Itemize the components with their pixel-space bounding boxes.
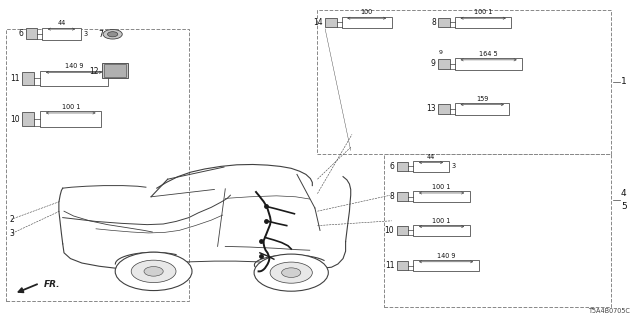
- Circle shape: [103, 29, 122, 39]
- Text: 100 1: 100 1: [474, 9, 492, 15]
- Text: 9: 9: [431, 60, 436, 68]
- Circle shape: [270, 262, 312, 283]
- Bar: [455, 58, 522, 70]
- Text: 13: 13: [426, 104, 436, 113]
- Text: 8: 8: [431, 18, 436, 27]
- Bar: [438, 18, 450, 27]
- Text: 5: 5: [621, 202, 627, 211]
- Text: 11: 11: [10, 74, 20, 83]
- Circle shape: [254, 254, 328, 291]
- Text: 44: 44: [58, 20, 65, 26]
- Bar: [22, 72, 34, 85]
- Text: 2: 2: [9, 215, 14, 224]
- Text: 3: 3: [84, 31, 88, 36]
- Text: 140 9: 140 9: [437, 253, 455, 259]
- Bar: [397, 226, 408, 235]
- Bar: [325, 18, 337, 27]
- Bar: [40, 71, 108, 86]
- Text: 6: 6: [389, 162, 394, 171]
- Text: 9: 9: [439, 50, 443, 55]
- Text: 140 9: 140 9: [65, 63, 83, 69]
- Text: FR.: FR.: [44, 280, 60, 289]
- Text: 10: 10: [10, 115, 20, 124]
- Circle shape: [108, 32, 118, 37]
- Text: 10: 10: [385, 226, 394, 235]
- Bar: [413, 191, 470, 202]
- Text: 3: 3: [452, 164, 456, 169]
- Circle shape: [144, 267, 163, 276]
- Text: 14: 14: [313, 18, 323, 27]
- Text: 100 1: 100 1: [61, 104, 80, 110]
- Bar: [42, 28, 81, 40]
- Bar: [26, 28, 37, 39]
- Text: 8: 8: [390, 192, 394, 201]
- Text: 159: 159: [476, 96, 488, 102]
- Bar: [6, 29, 189, 301]
- Text: 100 1: 100 1: [433, 218, 451, 224]
- Bar: [397, 192, 408, 201]
- Text: 44: 44: [427, 154, 435, 160]
- Text: 1: 1: [621, 77, 627, 86]
- Text: T5A4B0705C: T5A4B0705C: [589, 308, 630, 314]
- Bar: [455, 17, 511, 28]
- Bar: [438, 59, 450, 69]
- Bar: [397, 261, 408, 270]
- Bar: [102, 63, 128, 78]
- Bar: [413, 260, 479, 271]
- Text: 4: 4: [621, 189, 627, 198]
- Circle shape: [131, 260, 176, 283]
- Bar: [455, 103, 509, 115]
- Text: 11: 11: [385, 261, 394, 270]
- Bar: [104, 64, 126, 77]
- Circle shape: [115, 252, 192, 291]
- Bar: [342, 17, 392, 28]
- Bar: [438, 104, 450, 114]
- Text: 6: 6: [18, 29, 23, 38]
- Bar: [40, 111, 101, 127]
- Bar: [384, 154, 611, 307]
- Bar: [22, 112, 34, 126]
- Text: 12: 12: [90, 67, 99, 76]
- Text: 3: 3: [9, 229, 14, 238]
- Bar: [413, 225, 470, 236]
- Circle shape: [282, 268, 301, 277]
- Text: 100: 100: [361, 9, 372, 15]
- Text: 100 1: 100 1: [433, 184, 451, 190]
- Bar: [317, 10, 611, 154]
- Text: 7: 7: [99, 30, 104, 39]
- Bar: [413, 161, 449, 172]
- Bar: [397, 162, 408, 171]
- Text: 164 5: 164 5: [479, 51, 498, 57]
